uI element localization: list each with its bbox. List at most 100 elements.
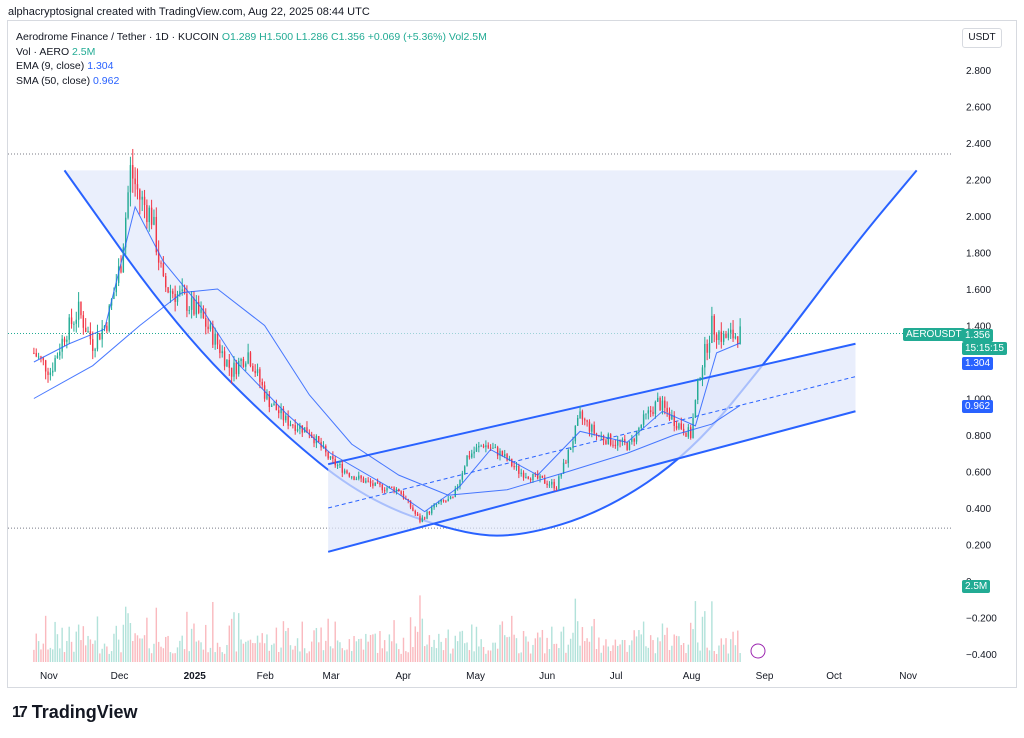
candle-body [518, 466, 520, 474]
volume-bar [68, 626, 70, 662]
candle-body [256, 369, 259, 374]
volume-bar [463, 643, 466, 662]
volume-bar [595, 649, 598, 662]
candle-body [299, 425, 301, 430]
candle-body [268, 394, 271, 407]
volume-bar [176, 647, 179, 662]
candle-body [680, 423, 682, 429]
candle-body [605, 440, 607, 445]
volume-bar [555, 643, 558, 662]
candle-body [642, 414, 645, 425]
candle-body [513, 466, 515, 468]
volume-bar [734, 645, 737, 662]
volume-bar [414, 626, 416, 662]
candle-body [525, 476, 527, 478]
volume-bar [320, 627, 322, 662]
volume-bar [449, 653, 452, 662]
volume-bar [633, 630, 635, 662]
candle-body [273, 403, 275, 406]
y-tick-label: 1.800 [966, 249, 991, 260]
candle-body [172, 291, 174, 294]
volume-bar [124, 606, 127, 662]
x-tick-label: Dec [111, 671, 129, 682]
candle-body [99, 333, 101, 340]
candle-body [499, 450, 501, 456]
volume-bar [652, 640, 654, 662]
volume-bar [327, 618, 329, 662]
candle-body [261, 381, 263, 386]
currency-button[interactable]: USDT [962, 28, 1002, 48]
candle-body [346, 470, 348, 474]
candle-body [442, 500, 445, 502]
candle-body [103, 325, 106, 329]
candle-body [120, 266, 122, 273]
volume-bar [226, 644, 228, 662]
volume-indicator-label: Vol · AERO [16, 45, 70, 58]
volume-bar [205, 624, 207, 662]
volume-bar [466, 642, 468, 662]
candle-body [419, 515, 421, 522]
candle-body [165, 276, 167, 288]
volume-bar [197, 640, 200, 662]
candle-body [529, 478, 532, 481]
legend-volume-row[interactable]: Vol · AERO 2.5M [16, 45, 487, 60]
candle-body [602, 435, 605, 441]
countdown-tag: 15:15:15 [962, 342, 1007, 355]
volume-bar [56, 634, 59, 662]
candle-body [701, 367, 704, 379]
candle-body [574, 425, 577, 442]
candle-body [527, 476, 529, 479]
legend-ema-row[interactable]: EMA (9, close) 1.304 [16, 59, 487, 74]
candle-body [129, 165, 132, 193]
candle-body [732, 329, 734, 339]
symbol-label[interactable]: Aerodrome Finance / Tether · 1D · KUCOIN [16, 31, 219, 43]
candle-body [475, 447, 478, 452]
volume-bar [534, 638, 537, 662]
candle-body [44, 360, 47, 372]
candle-body [638, 427, 640, 432]
volume-bar [701, 616, 704, 662]
candle-body [146, 204, 148, 223]
candle-body [624, 439, 626, 443]
volume-bar [532, 644, 534, 662]
volume-bar [508, 636, 511, 662]
volume-bar [77, 624, 80, 662]
candle-body [541, 475, 544, 478]
volume-bar [141, 638, 143, 662]
candle-body [588, 421, 591, 432]
y-tick-label: 2.000 [966, 212, 991, 223]
candle-body [586, 420, 588, 422]
tradingview-mark-icon: 17 [12, 703, 28, 721]
volume-bar [374, 633, 376, 662]
volume-bar [692, 629, 694, 662]
volume-bar [409, 617, 412, 662]
legend-sma-row[interactable]: SMA (50, close) 0.962 [16, 74, 487, 89]
candle-body [176, 294, 179, 302]
volume-bar [369, 634, 372, 662]
volume-bar [183, 649, 186, 662]
candle-body [591, 424, 593, 432]
volume-bar [117, 639, 120, 662]
x-tick-label: 2025 [184, 671, 207, 682]
volume-bar [75, 631, 77, 662]
volume-value: Vol2.5M [448, 31, 487, 43]
candle-body [369, 481, 372, 484]
candle-body [445, 501, 447, 503]
volume-bar [202, 649, 205, 662]
candle-body [287, 415, 289, 426]
volume-bar [70, 641, 73, 662]
x-tick-label: Sep [756, 671, 774, 682]
volume-bar [287, 627, 289, 662]
volume-bar [659, 641, 661, 662]
candle-body [350, 476, 353, 478]
candle-body [66, 339, 68, 342]
candle-body [35, 353, 37, 357]
volume-bar [657, 637, 659, 662]
candle-body [362, 478, 365, 483]
candle-body [278, 410, 280, 414]
candle-body [383, 490, 386, 492]
channel-lower-line [327, 410, 856, 553]
volume-bar [73, 651, 75, 662]
volume-bar [237, 613, 240, 662]
